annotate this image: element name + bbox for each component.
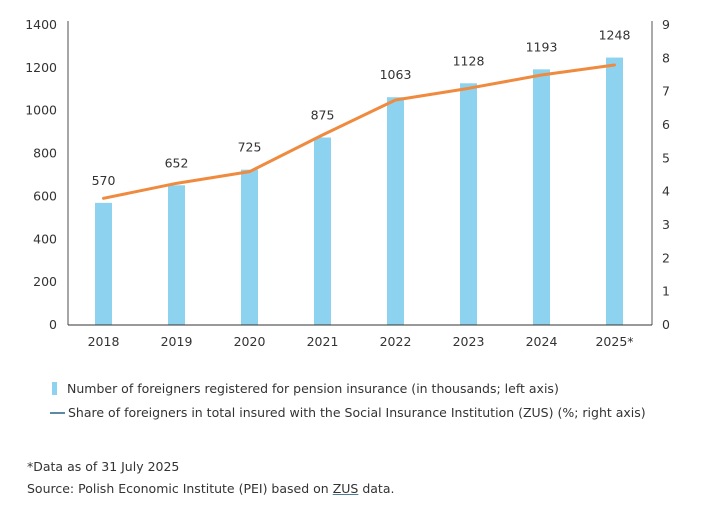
right-tick-label: 1: [662, 284, 670, 299]
left-tick-label: 600: [33, 188, 57, 203]
zus-link[interactable]: ZUS: [332, 481, 359, 496]
right-tick-label: 9: [662, 17, 670, 32]
x-tick-label: 2020: [234, 334, 266, 349]
bar-data-label: 725: [238, 140, 262, 155]
bar-2019: [168, 185, 185, 325]
footnote: *Data as of 31 July 2025: [27, 459, 180, 474]
bar-data-label: 1193: [526, 39, 558, 54]
x-tick-label: 2021: [307, 334, 339, 349]
left-tick-label: 0: [49, 317, 57, 332]
bar-data-label: 570: [92, 173, 116, 188]
bar-2022: [387, 97, 404, 325]
right-tick-label: 6: [662, 117, 670, 132]
right-tick-label: 3: [662, 217, 670, 232]
left-tick-label: 1400: [25, 17, 57, 32]
share-line: [102, 63, 616, 200]
bar-data-label: 1128: [453, 53, 485, 68]
right-tick-label: 7: [662, 84, 670, 99]
bar-2025: [606, 57, 623, 325]
source-prefix: Source: Polish Economic Institute (PEI) …: [27, 481, 333, 496]
legend-line-label: Share of foreigners in total insured wit…: [68, 405, 646, 420]
bar-data-label: 875: [311, 108, 335, 123]
bar-data-label: 1063: [380, 67, 412, 82]
right-tick-label: 4: [662, 184, 670, 199]
legend-bar-swatch: [52, 382, 57, 395]
x-tick-label: 2023: [453, 334, 485, 349]
legend-item-bars: Number of foreigners registered for pens…: [50, 381, 559, 396]
right-tick-label: 5: [662, 150, 670, 165]
x-tick-label: 2018: [88, 334, 120, 349]
legend-line-swatch: [50, 411, 65, 414]
left-tick-label: 400: [33, 231, 57, 246]
x-tick-label: 2019: [161, 334, 193, 349]
right-tick-label: 2: [662, 250, 670, 265]
bar-2021: [314, 137, 331, 325]
source-note: Source: Polish Economic Institute (PEI) …: [27, 481, 394, 496]
x-tick-label: 2025*: [595, 334, 633, 349]
right-tick-label: 8: [662, 50, 670, 65]
left-tick-label: 200: [33, 274, 57, 289]
bar-data-label: 652: [165, 155, 189, 170]
left-tick-label: 800: [33, 146, 57, 161]
bar-2018: [95, 202, 112, 325]
x-tick-label: 2022: [380, 334, 412, 349]
bar-2023: [460, 83, 477, 326]
bar-2024: [533, 69, 550, 325]
legend-bar-label: Number of foreigners registered for pens…: [67, 381, 559, 396]
combo-chart: 0 200 400 600 800 1000 1200 1400 0 1 2 3 4 5 6 7 8 9 201…: [25, 17, 670, 349]
bar-data-label: 1248: [599, 28, 631, 43]
legend-item-line: Share of foreigners in total insured wit…: [50, 405, 646, 420]
left-tick-label: 1200: [25, 60, 57, 75]
x-tick-label: 2024: [526, 334, 558, 349]
left-tick-label: 1000: [25, 103, 57, 118]
bar-2020: [241, 169, 258, 325]
source-suffix: data.: [358, 481, 395, 496]
right-tick-label: 0: [662, 317, 670, 332]
